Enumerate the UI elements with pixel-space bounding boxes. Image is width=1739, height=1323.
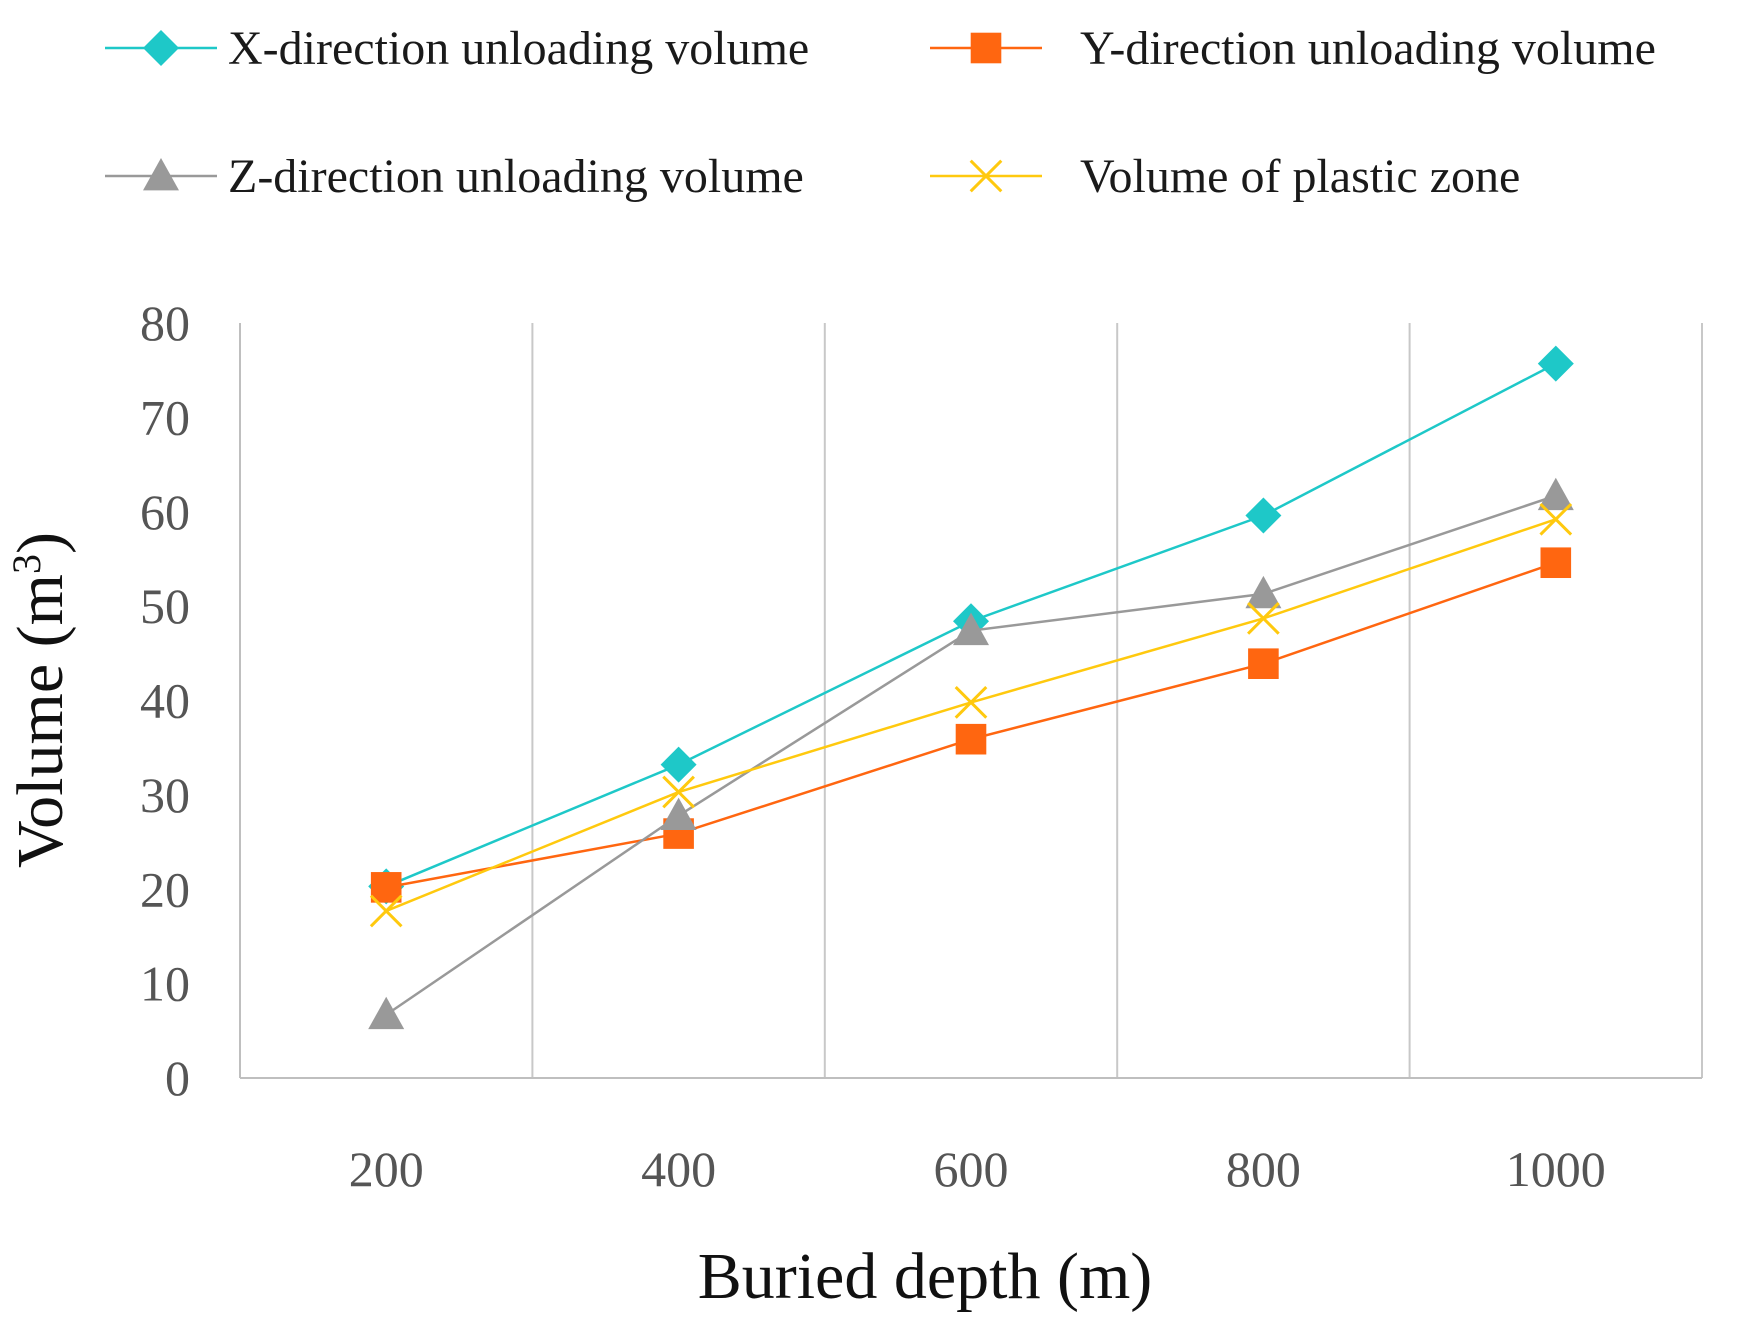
y-axis-title-superscript: 3 [4,554,49,574]
legend-marker [970,32,1002,64]
legend-label: Y-direction unloading volume [1080,22,1656,75]
y-tick-label: 50 [140,578,190,634]
x-tick-label: 200 [349,1141,424,1197]
x-tick-label: 400 [641,1141,716,1197]
legend-item: Z-direction unloading volume [105,150,804,203]
series-line [385,494,1557,1016]
legend-item: X-direction unloading volume [105,22,809,75]
y-tick-label: 0 [165,1050,190,1106]
data-point [1537,345,1574,382]
legend-label: X-direction unloading volume [228,22,809,75]
data-point [1247,602,1280,635]
data-point [369,894,403,928]
legend: X-direction unloading volume Y-direction … [105,22,1656,203]
data-point [370,872,402,903]
data-point [660,797,697,831]
data-point [953,612,989,646]
data-point [1245,497,1282,534]
legend-marker [143,30,179,66]
series-group [369,502,1573,928]
y-tick-label: 40 [140,673,190,729]
data-point [1537,477,1574,511]
y-tick-label: 20 [140,861,190,917]
data-series [368,345,1574,1030]
data-point [660,746,697,783]
series-line [385,518,1557,913]
axes [239,323,1702,1079]
data-point [954,686,988,719]
data-point [662,775,695,809]
y-tick-label: 60 [140,484,190,540]
y-tick-labels: 0 10 20 30 40 50 60 70 80 [140,295,190,1106]
x-tick-label: 600 [934,1141,1009,1197]
data-point [1540,547,1572,579]
y-axis-title: Volume (m3) [4,532,78,868]
legend-item: Volume of plastic zone [930,150,1520,203]
y-tick-label: 10 [140,956,190,1012]
legend-item: Y-direction unloading volume [930,22,1656,75]
y-tick-label: 70 [140,389,190,445]
x-tick-label: 1000 [1506,1141,1606,1197]
x-tick-label: 800 [1226,1141,1301,1197]
legend-marker [143,158,179,191]
series-group [370,547,1572,903]
legend-marker [969,159,1003,193]
series-group [368,477,1574,1030]
legend-label: Z-direction unloading volume [228,150,804,203]
data-point [1539,502,1573,536]
y-axis-title-close: ) [4,532,77,554]
x-axis-title: Buried depth (m) [698,1240,1153,1313]
y-tick-label: 30 [140,767,190,823]
data-point [368,996,405,1030]
data-point [1245,575,1282,609]
data-point [1248,648,1279,679]
legend-label: Volume of plastic zone [1080,150,1520,203]
y-tick-label: 80 [140,295,190,351]
x-tick-labels: 200 400 600 800 1000 [349,1141,1606,1197]
data-point [955,723,987,755]
y-axis-title-main: Volume (m [4,574,77,868]
